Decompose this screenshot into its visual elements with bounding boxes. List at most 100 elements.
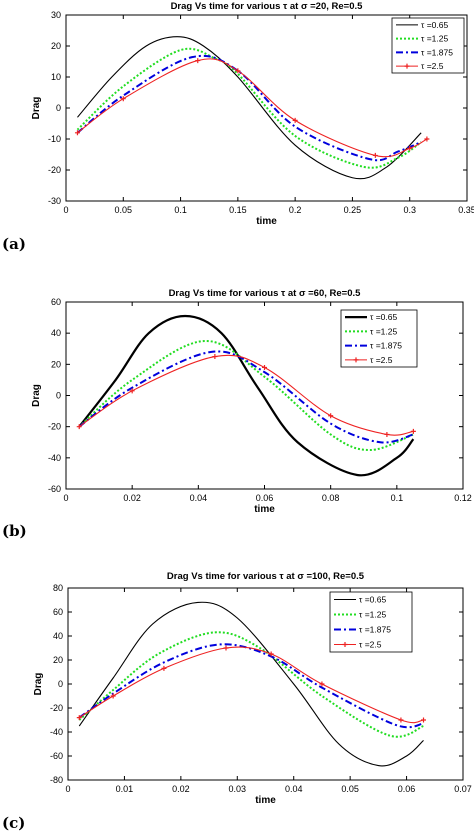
x-axis-label: time	[254, 504, 275, 515]
x-tick-label: 0.08	[322, 493, 340, 503]
y-tick-label: -80	[50, 775, 63, 785]
series-marker	[268, 651, 274, 657]
y-axis-label: Drag	[31, 97, 42, 120]
x-tick-label: 0.04	[190, 493, 208, 503]
series-line	[76, 54, 422, 162]
x-tick-label: 0.15	[229, 205, 247, 215]
series-line	[77, 58, 428, 158]
series-marker	[410, 428, 416, 434]
series-marker	[74, 130, 80, 136]
x-tick-label: 0.05	[341, 784, 359, 794]
chart-title: Drag Vs time for various τ at σ =100, Re…	[167, 571, 365, 582]
y-tick-label: 30	[51, 10, 61, 20]
legend-box	[329, 591, 413, 653]
legend-marker	[342, 642, 348, 647]
x-tick-label: 0.06	[398, 784, 416, 794]
series-marker	[262, 364, 267, 370]
series-marker	[424, 136, 430, 142]
y-tick-label: 20	[51, 359, 61, 369]
series-line	[78, 646, 424, 724]
series-marker	[161, 665, 167, 671]
legend-label: τ =2.5	[370, 355, 393, 365]
series-marker	[223, 645, 229, 651]
x-tick-label: 0.3	[403, 205, 416, 215]
series-line	[78, 601, 424, 767]
legend-label: τ =0.65	[421, 20, 448, 30]
x-tick-label: 0.02	[172, 784, 190, 794]
legend-label: τ =1.25	[421, 34, 448, 44]
y-tick-label: -60	[48, 484, 61, 494]
series-line	[78, 339, 414, 452]
panel-label-b: (b)	[2, 522, 27, 540]
series-line	[78, 631, 424, 738]
x-tick-label: 0.35	[458, 205, 474, 215]
legend-label: τ =0.65	[370, 312, 397, 322]
x-tick-label: 0	[63, 205, 68, 215]
series-marker	[384, 431, 390, 437]
series-marker	[398, 717, 404, 723]
x-tick-label: 0.06	[256, 493, 274, 503]
legend-label: τ =1.875	[370, 341, 402, 351]
series-line	[78, 643, 424, 729]
series-line	[78, 314, 415, 477]
series-line	[77, 36, 422, 180]
series-marker	[76, 424, 82, 430]
series-marker	[292, 117, 298, 123]
y-tick-label: 60	[53, 607, 63, 617]
y-tick-label: 80	[53, 583, 63, 593]
y-tick-label: -10	[48, 134, 61, 144]
series-marker	[372, 152, 378, 158]
x-tick-label: 0.01	[116, 784, 134, 794]
y-tick-label: 0	[56, 103, 61, 113]
legend-box	[391, 17, 465, 74]
y-tick-label: 60	[51, 297, 61, 307]
x-tick-label: 0.2	[289, 205, 302, 215]
series-marker	[319, 681, 325, 687]
legend-box	[340, 309, 418, 368]
y-tick-label: -40	[50, 727, 63, 737]
y-tick-label: 0	[56, 391, 61, 401]
series-marker	[110, 693, 116, 699]
panel-label-a: (a)	[2, 235, 26, 253]
chart-title: Drag Vs time for various τ at σ =20, Re=…	[171, 1, 364, 12]
x-tick-label: 0.03	[229, 784, 247, 794]
legend-label: τ =2.5	[359, 640, 382, 650]
x-tick-label: 0.04	[285, 784, 303, 794]
x-tick-label: 0.05	[115, 205, 133, 215]
legend-label: τ =1.875	[421, 47, 453, 57]
legend-marker	[404, 63, 410, 69]
y-tick-label: 20	[53, 655, 63, 665]
x-tick-label: 0	[63, 493, 68, 503]
panel-label-c: (c)	[2, 814, 26, 832]
y-axis-label: Drag	[31, 384, 42, 407]
y-tick-label: -20	[50, 703, 63, 713]
series-line	[78, 350, 414, 444]
x-tick-label: 0.12	[454, 493, 472, 503]
y-tick-label: -20	[48, 165, 61, 175]
y-tick-label: 20	[51, 41, 61, 51]
x-tick-label: 0.02	[123, 493, 141, 503]
y-tick-label: -60	[50, 751, 63, 761]
legend-label: τ =1.875	[359, 625, 391, 635]
series-line	[76, 47, 422, 169]
series-marker	[421, 717, 426, 723]
x-tick-label: 0.25	[344, 205, 362, 215]
series-marker	[129, 388, 135, 394]
y-tick-label: 40	[51, 328, 61, 338]
series-marker	[76, 715, 82, 721]
chart-title: Drag Vs time for various τ at σ =60, Re=…	[169, 288, 362, 299]
x-tick-label: 0	[65, 784, 70, 794]
x-tick-label: 0.07	[454, 784, 472, 794]
legend-label: τ =1.25	[370, 326, 397, 336]
series-marker	[407, 145, 413, 151]
series-marker	[235, 68, 241, 74]
y-tick-label: -20	[48, 422, 61, 432]
legend-label: τ =0.65	[359, 595, 386, 605]
x-tick-label: 0.1	[391, 493, 404, 503]
y-tick-label: 40	[53, 631, 63, 641]
x-tick-label: 0.1	[174, 205, 187, 215]
y-tick-label: 0	[58, 679, 63, 689]
x-axis-label: time	[255, 795, 276, 806]
legend-label: τ =2.5	[421, 61, 444, 71]
